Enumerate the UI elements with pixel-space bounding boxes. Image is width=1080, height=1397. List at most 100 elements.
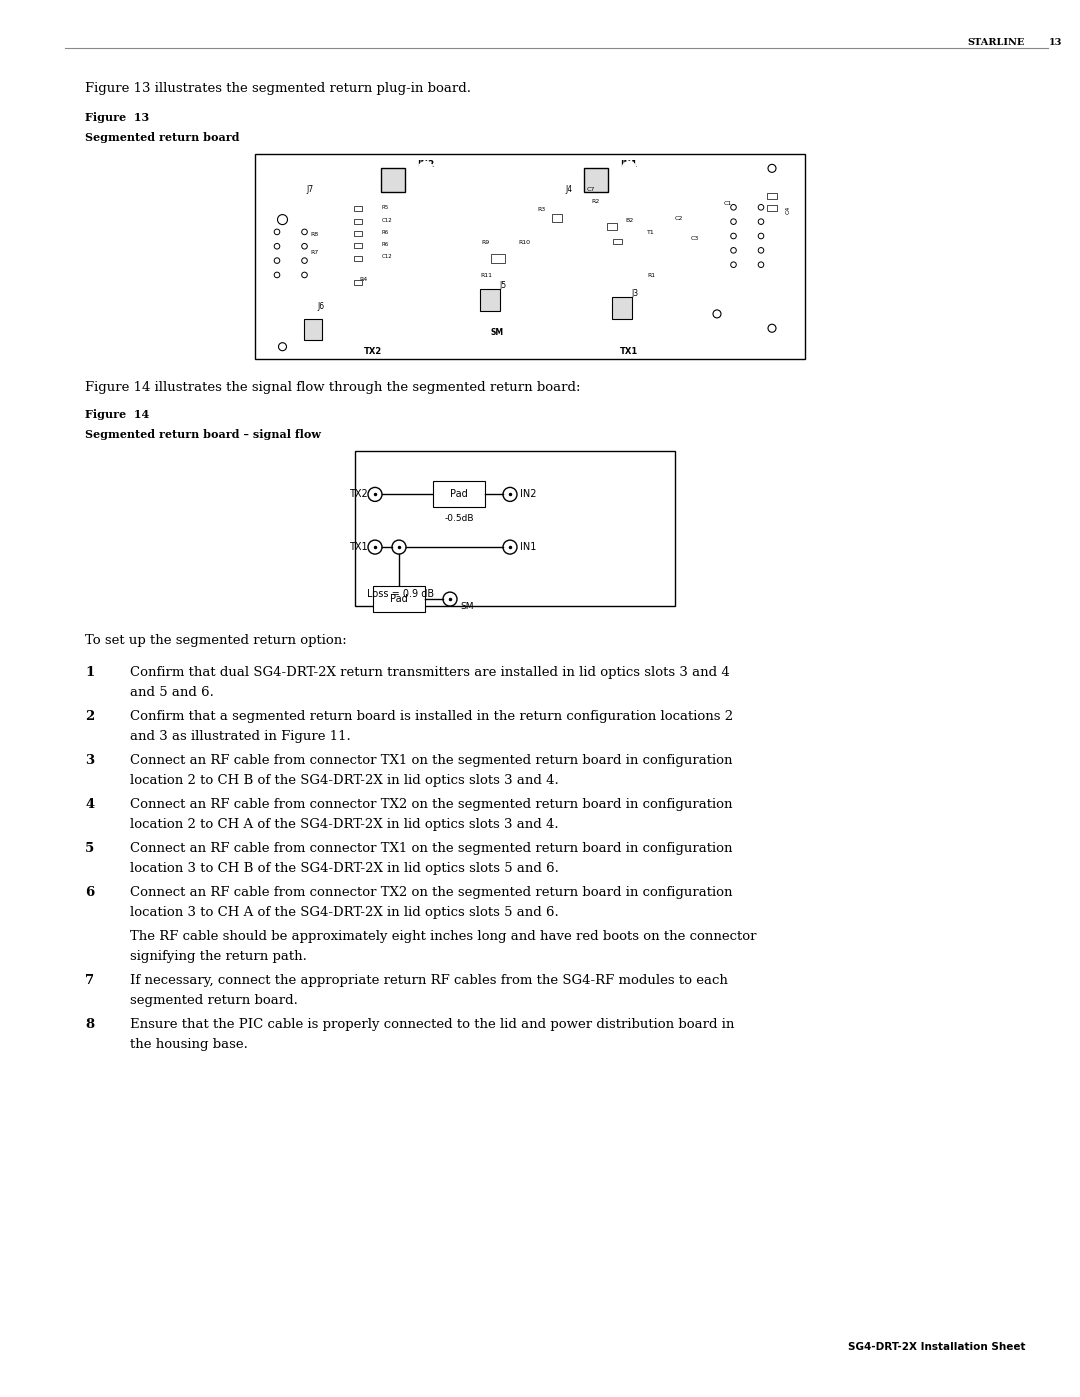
Text: R2: R2 (592, 200, 600, 204)
Text: Figure  14: Figure 14 (85, 409, 149, 420)
FancyBboxPatch shape (303, 319, 322, 339)
Text: location 3 to CH A of the SG4-DRT-2X in lid optics slots 5 and 6.: location 3 to CH A of the SG4-DRT-2X in … (130, 905, 558, 918)
Text: Confirm that dual SG4-DRT-2X return transmitters are installed in lid optics slo: Confirm that dual SG4-DRT-2X return tran… (130, 666, 730, 679)
Text: R8: R8 (310, 232, 319, 237)
Text: segmented return board.: segmented return board. (130, 993, 298, 1006)
Text: R5: R5 (381, 205, 389, 211)
Text: C2: C2 (674, 215, 683, 221)
Text: Segmented return board – signal flow: Segmented return board – signal flow (85, 429, 321, 440)
Text: TX1: TX1 (620, 346, 638, 356)
Text: STARLINE: STARLINE (968, 38, 1025, 47)
Text: The RF cable should be approximately eight inches long and have red boots on the: The RF cable should be approximately eig… (130, 930, 756, 943)
Bar (354, 281, 362, 285)
Text: IN2: IN2 (519, 489, 537, 499)
Text: R7: R7 (310, 250, 319, 256)
Bar (354, 219, 362, 224)
Text: R10: R10 (518, 240, 530, 244)
Text: Figure 14 illustrates the signal flow through the segmented return board:: Figure 14 illustrates the signal flow th… (85, 381, 581, 394)
Text: Figure  13: Figure 13 (85, 112, 149, 123)
Text: B2: B2 (625, 218, 633, 222)
Text: location 2 to CH B of the SG4-DRT-2X in lid optics slots 3 and 4.: location 2 to CH B of the SG4-DRT-2X in … (130, 774, 558, 787)
Text: To set up the segmented return option:: To set up the segmented return option: (85, 634, 347, 647)
Text: R11: R11 (480, 272, 492, 278)
Bar (767, 205, 777, 211)
Bar (354, 231, 362, 236)
Text: 3: 3 (85, 754, 94, 767)
Bar (354, 256, 362, 261)
Circle shape (419, 161, 432, 176)
Text: J6: J6 (318, 302, 325, 310)
Text: Pad: Pad (390, 594, 408, 604)
Text: 2: 2 (85, 710, 94, 724)
Text: R3: R3 (537, 207, 545, 212)
Text: J4: J4 (565, 184, 572, 194)
Circle shape (622, 161, 636, 176)
Text: Confirm that a segmented return board is installed in the return configuration l: Confirm that a segmented return board is… (130, 710, 733, 724)
Text: location 3 to CH B of the SG4-DRT-2X in lid optics slots 5 and 6.: location 3 to CH B of the SG4-DRT-2X in … (130, 862, 558, 875)
Text: location 2 to CH A of the SG4-DRT-2X in lid optics slots 3 and 4.: location 2 to CH A of the SG4-DRT-2X in … (130, 817, 558, 830)
Text: If necessary, connect the appropriate return RF cables from the SG4-RF modules t: If necessary, connect the appropriate re… (130, 974, 728, 988)
Text: Pad: Pad (450, 489, 468, 499)
Circle shape (513, 284, 525, 295)
Bar (612, 239, 622, 244)
Text: TX2: TX2 (349, 489, 368, 499)
Text: C3: C3 (691, 236, 699, 242)
Text: Connect an RF cable from connector TX1 on the segmented return board in configur: Connect an RF cable from connector TX1 o… (130, 754, 732, 767)
FancyBboxPatch shape (584, 168, 608, 191)
Bar (607, 222, 617, 231)
Text: 5: 5 (85, 842, 94, 855)
Text: R6: R6 (381, 231, 389, 235)
Text: the housing base.: the housing base. (130, 1038, 248, 1051)
Text: R9: R9 (482, 240, 490, 244)
Text: SG4-DRT-2X Installation Sheet: SG4-DRT-2X Installation Sheet (848, 1343, 1025, 1352)
FancyBboxPatch shape (480, 289, 499, 310)
Text: C1: C1 (724, 201, 732, 207)
Circle shape (645, 292, 657, 303)
Text: SM: SM (460, 602, 473, 610)
Bar (767, 193, 777, 200)
Text: 1: 1 (85, 666, 94, 679)
Bar (255, 154, 805, 359)
Bar (354, 207, 362, 211)
Bar (373, 587, 426, 612)
Text: J5: J5 (499, 281, 507, 291)
Text: SM: SM (490, 328, 503, 337)
Bar (433, 482, 485, 507)
FancyBboxPatch shape (611, 298, 632, 319)
Bar (354, 243, 362, 249)
Circle shape (328, 313, 341, 326)
Text: Figure 13 illustrates the segmented return plug-in board.: Figure 13 illustrates the segmented retu… (85, 82, 471, 95)
Text: 6: 6 (85, 886, 94, 900)
Text: 8: 8 (85, 1018, 94, 1031)
Text: and 3 as illustrated in Figure 11.: and 3 as illustrated in Figure 11. (130, 729, 351, 742)
Text: Ensure that the PIC cable is properly connected to the lid and power distributio: Ensure that the PIC cable is properly co… (130, 1018, 734, 1031)
Text: IN2: IN2 (417, 161, 434, 169)
Text: IN1: IN1 (519, 542, 537, 552)
Bar (552, 215, 562, 222)
Text: R1: R1 (647, 272, 656, 278)
Text: R4: R4 (360, 277, 368, 282)
Text: Connect an RF cable from connector TX2 on the segmented return board in configur: Connect an RF cable from connector TX2 o… (130, 886, 732, 900)
Text: C12: C12 (381, 218, 392, 222)
Text: 4: 4 (85, 798, 94, 812)
Text: C4: C4 (786, 205, 791, 214)
Text: TX1: TX1 (349, 542, 368, 552)
Text: Loss = 0.9 dB: Loss = 0.9 dB (367, 590, 434, 599)
FancyBboxPatch shape (380, 168, 405, 191)
Text: Segmented return board: Segmented return board (85, 131, 240, 142)
Text: IN1: IN1 (620, 161, 637, 169)
Text: J3: J3 (631, 289, 638, 299)
Text: 13: 13 (1049, 38, 1062, 47)
Text: -0.5dB: -0.5dB (444, 514, 474, 524)
Text: signifying the return path.: signifying the return path. (130, 950, 307, 963)
Bar (491, 254, 505, 263)
Text: J7: J7 (307, 184, 313, 194)
Text: and 5 and 6.: and 5 and 6. (130, 686, 214, 698)
Text: Connect an RF cable from connector TX2 on the segmented return board in configur: Connect an RF cable from connector TX2 o… (130, 798, 732, 812)
Text: R6: R6 (381, 242, 389, 247)
Text: T1: T1 (647, 231, 654, 235)
Text: Connect an RF cable from connector TX1 on the segmented return board in configur: Connect an RF cable from connector TX1 o… (130, 842, 732, 855)
Text: C12: C12 (381, 254, 392, 260)
Bar (355, 451, 675, 606)
Text: C7: C7 (586, 187, 595, 191)
